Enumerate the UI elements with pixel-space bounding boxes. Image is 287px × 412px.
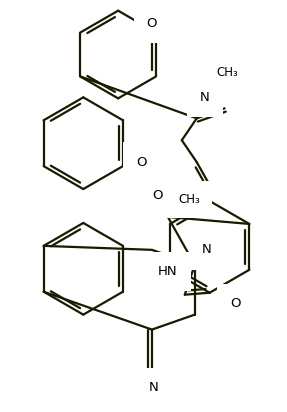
Text: N: N	[200, 91, 210, 104]
Text: O: O	[230, 297, 241, 310]
Text: CH₃: CH₃	[178, 193, 200, 206]
Text: O: O	[147, 16, 157, 30]
Text: HN: HN	[158, 265, 178, 278]
Text: N: N	[202, 243, 212, 256]
Text: O: O	[137, 156, 147, 169]
Text: O: O	[152, 189, 163, 201]
Text: CH₃: CH₃	[217, 66, 238, 80]
Text: N: N	[149, 382, 159, 394]
